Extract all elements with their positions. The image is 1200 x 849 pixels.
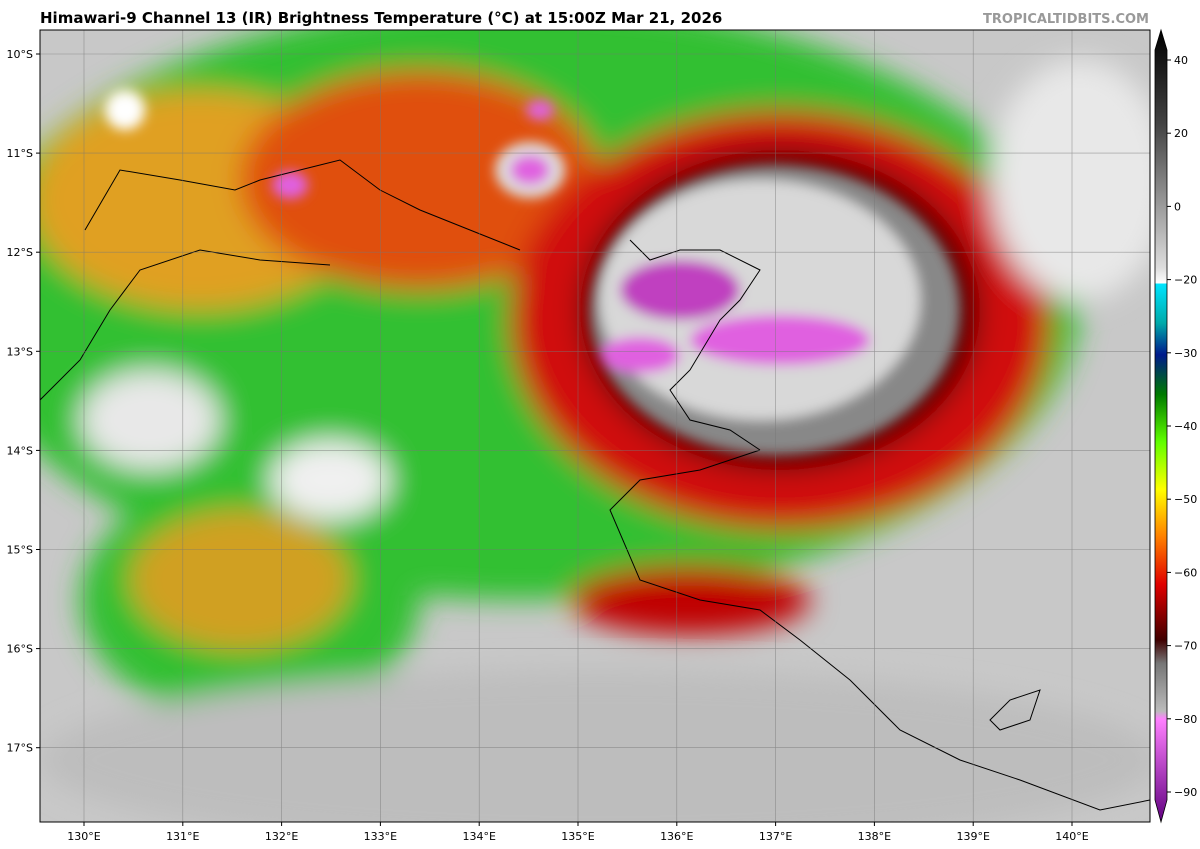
colorbar-label: −20 [1174,274,1197,287]
colorbar-label: −50 [1174,493,1197,506]
lon-label: 136°E [660,830,693,843]
lon-label: 135°E [561,830,594,843]
colorbar-label: −40 [1174,420,1197,433]
lat-label: 10°S [7,48,33,61]
lat-label: 16°S [7,643,33,656]
lon-label: 138°E [858,830,891,843]
lat-label: 14°S [7,444,33,457]
colorbar-label: −60 [1174,566,1197,579]
credit: TROPICALTIDBITS.COM [983,12,1149,27]
lon-label: 140°E [1055,830,1088,843]
lon-label: 132°E [265,830,298,843]
lon-label: 137°E [759,830,792,843]
colorbar [1154,28,1168,824]
lat-label: 11°S [7,147,33,160]
lat-label: 13°S [7,345,33,358]
colorbar-label: −90 [1174,786,1197,799]
map-frame [39,29,1151,823]
colorbar-label: −80 [1174,713,1197,726]
colorbar-label: 0 [1174,200,1181,213]
lat-label: 15°S [7,544,33,557]
colorbar-label: −30 [1174,347,1197,360]
title: Himawari-9 Channel 13 (IR) Brightness Te… [40,9,722,27]
lat-label: 12°S [7,246,33,259]
lon-label: 134°E [462,830,495,843]
colorbar-label: 20 [1174,127,1188,140]
lon-label: 139°E [956,830,989,843]
lon-label: 130°E [67,830,100,843]
lon-label: 133°E [364,830,397,843]
colorbar-label: −70 [1174,640,1197,653]
lat-label: 17°S [7,742,33,755]
satellite-image [40,30,1150,822]
lon-label: 131°E [166,830,199,843]
colorbar-label: 40 [1174,54,1188,67]
